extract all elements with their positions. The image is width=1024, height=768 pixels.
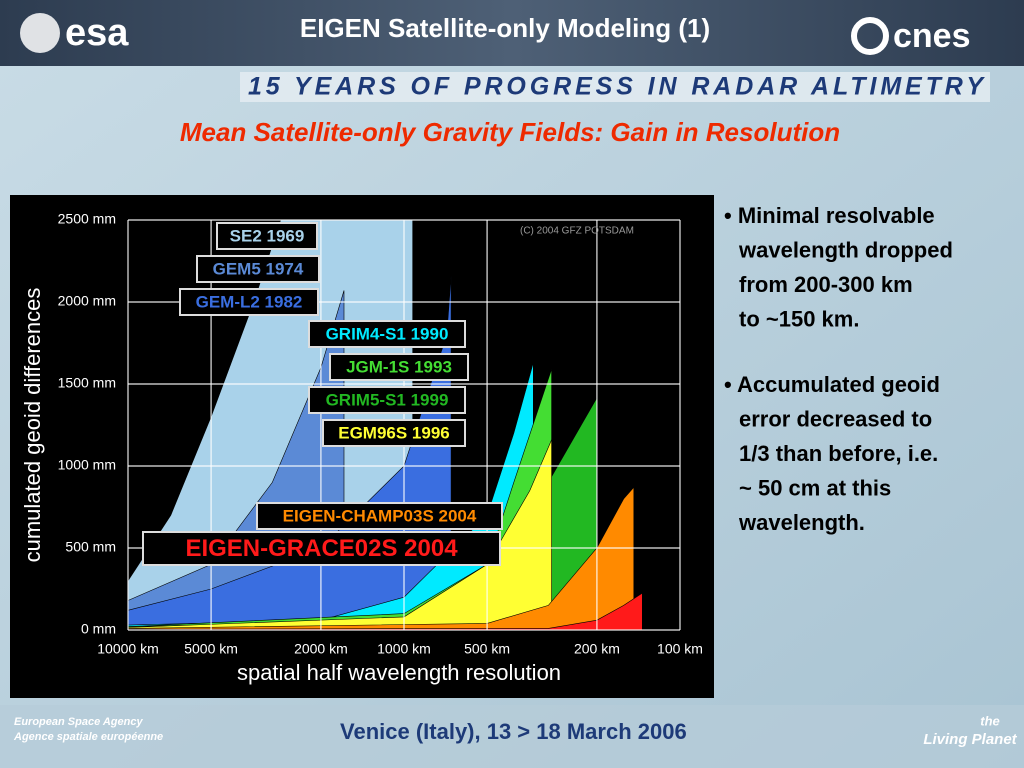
bullet-line: ~ 50 cm at this bbox=[739, 475, 891, 500]
y-tick-label: 0 mm bbox=[81, 621, 116, 637]
y-tick-label: 2000 mm bbox=[58, 293, 116, 309]
bullet-line: from 200-300 km bbox=[739, 272, 913, 297]
legend-label: EIGEN-CHAMP03S 2004 bbox=[283, 506, 477, 525]
legend-label: EIGEN-GRACE02S 2004 bbox=[185, 535, 458, 562]
legend-box bbox=[308, 320, 466, 348]
x-axis-label: spatial half wavelength resolution bbox=[237, 660, 561, 685]
bullet-line: • Accumulated geoid bbox=[724, 372, 940, 397]
y-axis-label: cumulated geoid differences bbox=[20, 288, 45, 563]
legend-label: EGM96S 1996 bbox=[338, 423, 450, 442]
legend-label: GEM-L2 1982 bbox=[196, 292, 303, 311]
legend-box bbox=[196, 255, 320, 283]
banner: 15 YEARS OF PROGRESS IN RADAR ALTIMETRY bbox=[248, 73, 985, 101]
bullet-line: wavelength. bbox=[738, 510, 865, 535]
subtitle: Mean Satellite-only Gravity Fields: Gain… bbox=[180, 117, 840, 147]
legend-box bbox=[308, 386, 466, 414]
esa-emblem bbox=[20, 13, 60, 53]
legend-label: SE2 1969 bbox=[230, 226, 305, 245]
cnes-logo: cnes bbox=[893, 17, 971, 55]
x-tick-label: 1000 km bbox=[377, 641, 431, 657]
legend-box bbox=[179, 288, 319, 316]
legend-box bbox=[142, 531, 501, 566]
y-tick-label: 1500 mm bbox=[58, 375, 116, 391]
x-tick-label: 2000 km bbox=[294, 641, 348, 657]
bullet-line: 1/3 than before, i.e. bbox=[739, 441, 938, 466]
legend-box bbox=[322, 419, 466, 447]
legend-label: GEM5 1974 bbox=[213, 259, 304, 278]
bullet-line: • Minimal resolvable bbox=[724, 203, 935, 228]
bullet-line: error decreased to bbox=[739, 406, 932, 431]
x-tick-label: 200 km bbox=[574, 641, 620, 657]
brand-top: the bbox=[980, 713, 1000, 728]
agency-en: European Space Agency bbox=[14, 716, 143, 728]
legend-box bbox=[216, 222, 318, 250]
bullet-list: • Minimal resolvable wavelength dropped fr… bbox=[724, 203, 953, 535]
cnes-emblem bbox=[851, 17, 889, 55]
y-tick-label: 500 mm bbox=[65, 539, 116, 555]
chart: 0 mm 500 mm 1000 mm 1500 mm 2000 mm 2500 mm 10… bbox=[20, 211, 703, 685]
slide-title: EIGEN Satellite-only Modeling (1) bbox=[300, 13, 710, 43]
x-tick-label: 100 km bbox=[657, 641, 703, 657]
x-tick-label: 500 km bbox=[464, 641, 510, 657]
legend-box bbox=[256, 502, 503, 530]
legend-label: JGM-1S 1993 bbox=[346, 357, 452, 376]
venue: Venice (Italy), 13 > 18 March 2006 bbox=[340, 719, 687, 744]
x-tick-label: 10000 km bbox=[97, 641, 158, 657]
brand: Living Planet bbox=[923, 731, 1017, 748]
x-tick-label: 5000 km bbox=[184, 641, 238, 657]
annotation: (C) 2004 GFZ POTSDAM bbox=[520, 226, 634, 237]
footer-band bbox=[0, 705, 1024, 768]
agency-fr: Agence spatiale européenne bbox=[13, 731, 163, 743]
y-tick-label: 1000 mm bbox=[58, 457, 116, 473]
bullet-line: to ~150 km. bbox=[739, 306, 859, 331]
bullet-line: wavelength dropped bbox=[738, 237, 953, 262]
y-tick-label: 2500 mm bbox=[58, 211, 116, 227]
banner-strip bbox=[240, 72, 990, 102]
legend-label: GRIM4-S1 1990 bbox=[326, 324, 449, 343]
esa-logo: esa bbox=[65, 12, 129, 54]
legend-label: GRIM5-S1 1999 bbox=[326, 390, 449, 409]
legend-box bbox=[329, 353, 469, 381]
